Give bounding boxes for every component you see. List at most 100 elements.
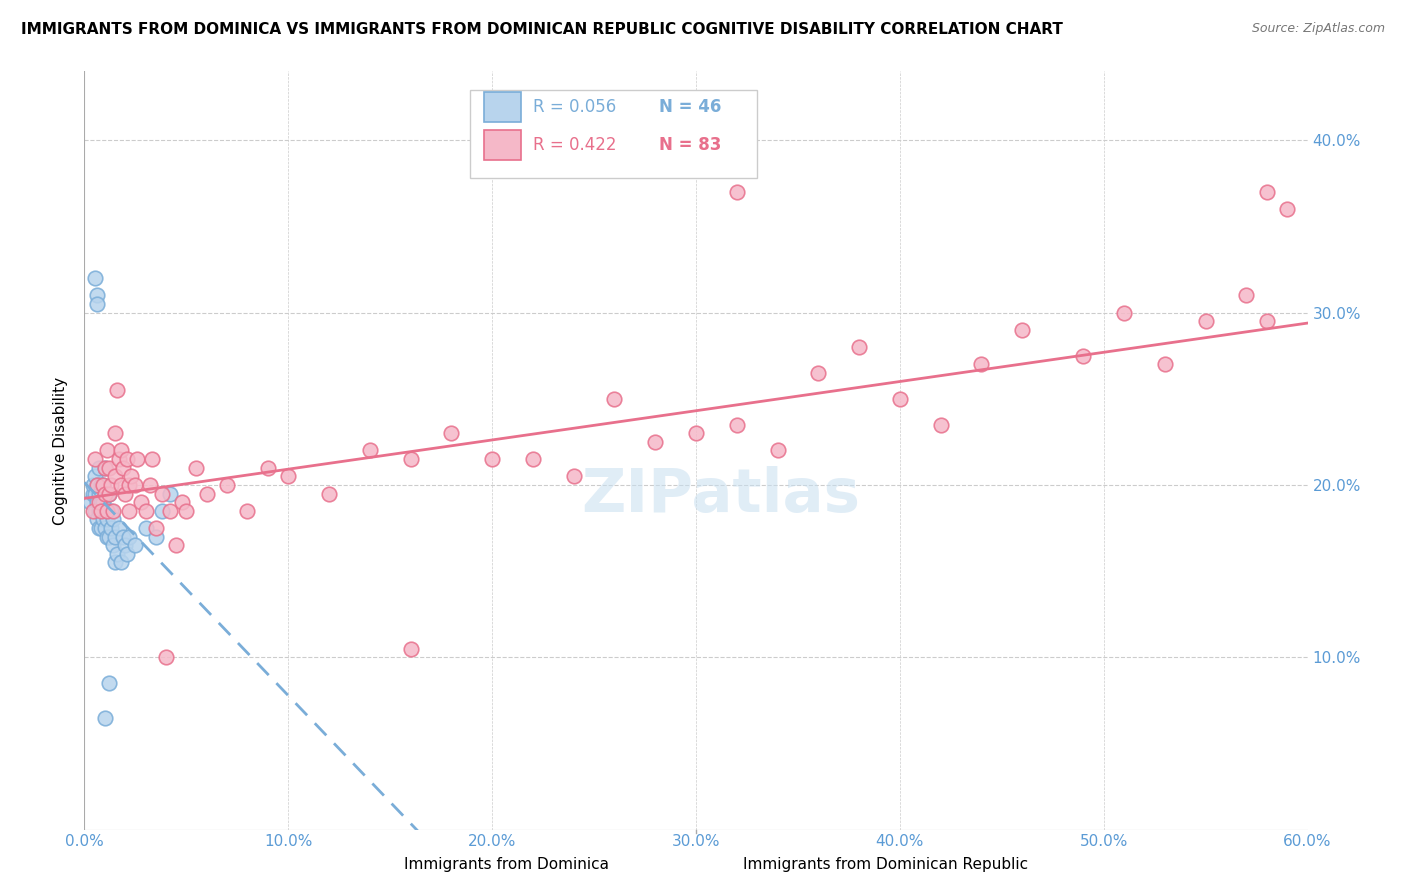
Point	[145, 521, 167, 535]
Point	[1114, 305, 1136, 319]
Point	[104, 530, 127, 544]
Point	[108, 521, 131, 535]
Point	[114, 538, 136, 552]
Text: Immigrants from Dominican Republic: Immigrants from Dominican Republic	[744, 857, 1028, 872]
Text: Source: ZipAtlas.com: Source: ZipAtlas.com	[1251, 22, 1385, 36]
Text: IMMIGRANTS FROM DOMINICA VS IMMIGRANTS FROM DOMINICAN REPUBLIC COGNITIVE DISABIL: IMMIGRANTS FROM DOMINICA VS IMMIGRANTS F…	[21, 22, 1063, 37]
Point	[135, 521, 157, 535]
Point	[96, 530, 118, 544]
Point	[725, 417, 748, 432]
Point	[1277, 202, 1299, 217]
Point	[141, 452, 163, 467]
Point	[1236, 288, 1258, 302]
Point	[1399, 288, 1406, 302]
Point	[101, 512, 124, 526]
Point	[87, 521, 110, 535]
Point	[83, 452, 105, 467]
Point	[1337, 323, 1360, 337]
Point	[105, 383, 128, 397]
Point	[86, 288, 108, 302]
Point	[96, 504, 118, 518]
Point	[118, 478, 141, 492]
Point	[83, 504, 105, 518]
Point	[114, 486, 136, 500]
Point	[120, 469, 142, 483]
Point	[100, 521, 122, 535]
Point	[79, 495, 101, 509]
Point	[87, 504, 110, 518]
Point	[399, 452, 422, 467]
Point	[150, 504, 173, 518]
Point	[165, 538, 187, 552]
Point	[127, 452, 149, 467]
Point	[115, 452, 138, 467]
Point	[481, 452, 503, 467]
Point	[91, 495, 114, 509]
Point	[110, 443, 132, 458]
Point	[399, 641, 422, 656]
Point	[93, 460, 115, 475]
Point	[101, 504, 124, 518]
Point	[82, 486, 104, 500]
Text: R = 0.056: R = 0.056	[533, 98, 617, 116]
FancyBboxPatch shape	[484, 92, 522, 122]
Point	[929, 417, 952, 432]
Point	[172, 495, 194, 509]
Point	[97, 530, 120, 544]
Point	[93, 504, 115, 518]
Point	[889, 392, 911, 406]
Point	[766, 443, 789, 458]
Point	[86, 478, 108, 492]
Point	[97, 486, 120, 500]
Point	[807, 366, 830, 380]
Point	[603, 392, 626, 406]
Point	[1358, 305, 1381, 319]
Point	[82, 504, 104, 518]
Point	[318, 486, 340, 500]
Point	[110, 478, 132, 492]
Point	[115, 547, 138, 561]
Point	[97, 486, 120, 500]
Point	[277, 469, 299, 483]
Text: ZIPatlas: ZIPatlas	[581, 467, 860, 525]
Text: R = 0.422: R = 0.422	[533, 136, 617, 154]
Point	[725, 185, 748, 199]
Text: N = 46: N = 46	[659, 98, 721, 116]
Point	[93, 486, 115, 500]
Point	[93, 710, 115, 724]
Point	[93, 521, 115, 535]
Point	[112, 460, 135, 475]
Point	[970, 357, 993, 371]
Point	[217, 478, 239, 492]
Point	[100, 504, 122, 518]
Point	[90, 478, 112, 492]
Point	[93, 486, 115, 500]
Point	[83, 486, 105, 500]
Point	[104, 426, 127, 441]
Point	[135, 504, 157, 518]
Point	[104, 556, 127, 570]
Point	[86, 512, 108, 526]
Point	[91, 478, 114, 492]
Point	[1011, 323, 1033, 337]
Point	[1154, 357, 1177, 371]
Point	[97, 460, 120, 475]
Point	[159, 504, 181, 518]
Point	[1378, 331, 1400, 345]
Point	[1256, 314, 1278, 328]
Point	[83, 271, 105, 285]
Point	[91, 512, 114, 526]
Point	[562, 469, 585, 483]
FancyBboxPatch shape	[484, 129, 522, 160]
Point	[1256, 185, 1278, 199]
Point	[112, 530, 135, 544]
Point	[257, 460, 280, 475]
Point	[108, 452, 131, 467]
Point	[100, 478, 122, 492]
Point	[87, 460, 110, 475]
Point	[97, 676, 120, 690]
Y-axis label: Cognitive Disability: Cognitive Disability	[53, 376, 69, 524]
Point	[90, 521, 112, 535]
Point	[522, 452, 544, 467]
Point	[150, 486, 173, 500]
